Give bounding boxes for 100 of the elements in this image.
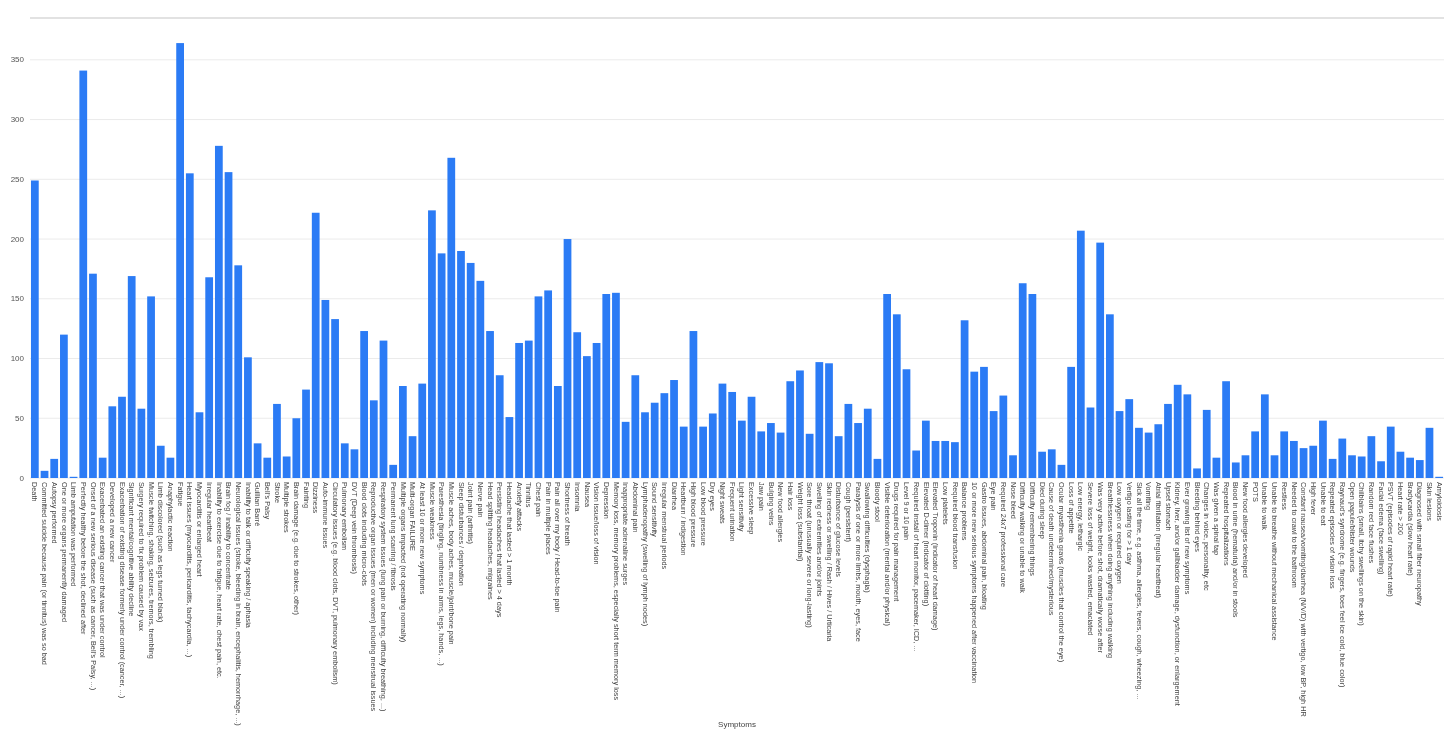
bar <box>224 172 233 478</box>
bar <box>195 412 204 478</box>
bar <box>486 331 494 478</box>
bar <box>854 423 862 478</box>
bar <box>1125 399 1134 478</box>
bar <box>311 212 320 478</box>
bar <box>1164 403 1172 478</box>
bar <box>1076 230 1085 478</box>
bar <box>1038 451 1046 478</box>
bar <box>379 340 388 478</box>
bar <box>1047 449 1056 478</box>
bar <box>1280 431 1289 478</box>
bar <box>331 319 339 478</box>
bar <box>921 420 930 478</box>
bar <box>583 356 591 478</box>
bar <box>747 396 756 478</box>
bar <box>679 426 688 478</box>
bar <box>205 277 214 478</box>
bar <box>892 314 901 478</box>
bar <box>534 296 543 478</box>
bar <box>699 426 707 478</box>
bar <box>883 294 891 478</box>
bar <box>1260 394 1269 478</box>
bar <box>340 443 349 478</box>
bar <box>767 423 775 478</box>
bar <box>1096 242 1105 478</box>
y-tick-label: 250 <box>10 174 25 184</box>
bar <box>544 290 553 478</box>
bar <box>89 273 97 478</box>
bar <box>156 445 165 478</box>
bar <box>495 375 504 478</box>
bar <box>1028 294 1037 478</box>
bar <box>941 440 950 478</box>
bar <box>1106 314 1114 478</box>
bar <box>369 400 378 478</box>
bar <box>1018 283 1027 478</box>
bar <box>1319 420 1327 478</box>
bar <box>1290 440 1298 478</box>
bar <box>631 375 640 478</box>
bar <box>1193 468 1201 478</box>
bar <box>118 396 126 478</box>
bar <box>360 331 368 478</box>
bar <box>1067 366 1076 478</box>
bar <box>50 458 59 478</box>
y-tick-label: 300 <box>10 115 25 125</box>
bar <box>1338 438 1347 478</box>
bar <box>1270 455 1279 478</box>
bar <box>1241 455 1250 478</box>
bar <box>563 239 572 478</box>
bar <box>1309 445 1318 478</box>
y-tick-label: 350 <box>10 55 25 65</box>
bar <box>902 369 911 478</box>
bar <box>437 253 446 478</box>
bar <box>302 389 310 478</box>
bar <box>399 386 407 478</box>
bar <box>553 386 562 478</box>
bar <box>350 449 359 478</box>
bar <box>447 157 456 478</box>
bar <box>689 331 698 478</box>
bar <box>1299 448 1308 478</box>
bar <box>1377 461 1385 478</box>
bar <box>1231 462 1240 478</box>
bar <box>970 371 979 478</box>
y-tick-label: 50 <box>15 413 25 423</box>
bar <box>931 440 940 478</box>
bar <box>253 443 262 478</box>
bar <box>137 408 146 478</box>
bar <box>980 366 988 478</box>
bar <box>602 294 611 478</box>
bar <box>1251 431 1260 478</box>
bar <box>1115 411 1124 478</box>
x-axis-title: Symptoms <box>718 720 756 729</box>
bar <box>825 363 833 478</box>
bar <box>786 381 795 478</box>
bar <box>60 334 68 478</box>
bar <box>641 412 649 478</box>
y-tick-label: 200 <box>10 234 25 244</box>
bar <box>1222 381 1230 478</box>
y-tick-label: 150 <box>10 294 25 304</box>
bar <box>1425 427 1434 478</box>
bar <box>1135 427 1143 478</box>
bar <box>214 145 223 478</box>
bar <box>185 173 194 478</box>
bar <box>176 43 184 478</box>
bar <box>737 420 746 478</box>
bar <box>844 403 853 478</box>
bar <box>244 357 252 478</box>
bar <box>408 436 417 478</box>
bar <box>127 276 136 478</box>
bar <box>273 403 281 478</box>
bar <box>1348 455 1356 478</box>
bar <box>321 299 330 478</box>
bar <box>912 450 921 478</box>
bar <box>515 342 523 478</box>
bar <box>1009 455 1017 478</box>
bar <box>612 292 620 478</box>
bar <box>621 421 630 478</box>
bar <box>1386 426 1395 478</box>
bar <box>263 457 272 478</box>
bar <box>1202 409 1211 478</box>
